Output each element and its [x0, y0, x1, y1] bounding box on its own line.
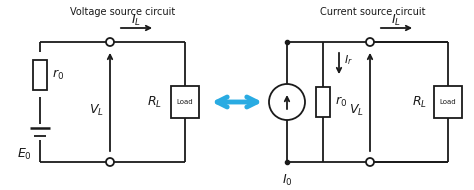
Text: Load: Load — [177, 99, 193, 105]
Text: $I_r$: $I_r$ — [344, 53, 353, 67]
Text: $r_0$: $r_0$ — [335, 95, 347, 109]
Bar — [33, 59, 47, 89]
Text: $r_0$: $r_0$ — [52, 67, 64, 82]
Text: $E_0$: $E_0$ — [17, 146, 32, 162]
Bar — [434, 86, 462, 118]
Circle shape — [366, 38, 374, 46]
Circle shape — [366, 158, 374, 166]
Bar — [316, 87, 330, 117]
Circle shape — [106, 38, 114, 46]
Text: $R_L$: $R_L$ — [412, 94, 428, 110]
Text: Load: Load — [440, 99, 456, 105]
Text: Current source circuit: Current source circuit — [320, 7, 425, 17]
Text: $V_L$: $V_L$ — [348, 102, 364, 118]
Text: $I_L$: $I_L$ — [392, 13, 401, 28]
Bar — [171, 86, 199, 118]
Circle shape — [106, 158, 114, 166]
Text: $R_L$: $R_L$ — [147, 94, 163, 110]
Text: $I_0$: $I_0$ — [282, 173, 292, 188]
Circle shape — [269, 84, 305, 120]
Text: $I_L$: $I_L$ — [131, 13, 142, 28]
Text: Voltage source circuit: Voltage source circuit — [70, 7, 175, 17]
Text: $V_L$: $V_L$ — [89, 102, 103, 118]
